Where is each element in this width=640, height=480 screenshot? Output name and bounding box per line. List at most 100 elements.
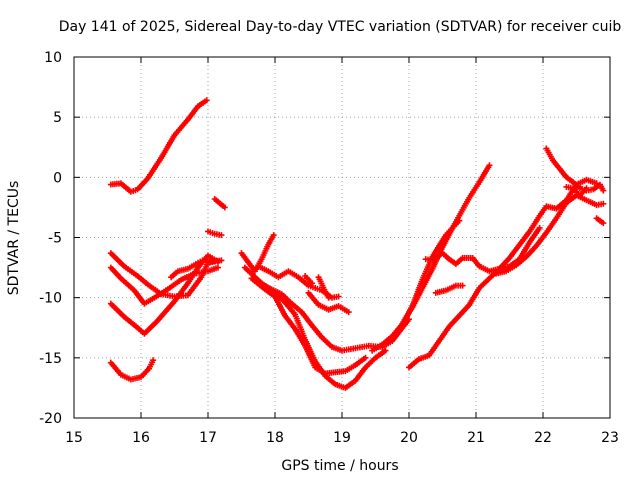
data-point xyxy=(437,339,441,343)
data-point xyxy=(180,278,183,281)
data-point xyxy=(367,344,370,347)
data-point xyxy=(324,290,327,293)
data-point xyxy=(454,284,458,287)
data-point xyxy=(200,276,203,279)
data-point xyxy=(123,265,126,268)
data-point xyxy=(300,310,303,314)
data-point xyxy=(592,188,595,191)
data-point xyxy=(139,375,143,379)
data-point xyxy=(327,296,330,299)
data-point xyxy=(220,233,223,237)
data-point xyxy=(494,272,498,275)
series-layer xyxy=(107,97,607,391)
data-point xyxy=(196,105,200,108)
data-point xyxy=(437,244,441,248)
data-point xyxy=(273,295,277,298)
data-point xyxy=(317,276,320,279)
data-point xyxy=(571,186,575,190)
data-point xyxy=(133,289,136,292)
data-point xyxy=(458,219,461,222)
data-point xyxy=(293,327,297,331)
data-point xyxy=(307,284,310,287)
data-point xyxy=(595,217,598,220)
data-point xyxy=(272,233,275,237)
x-axis-label: GPS time / hours xyxy=(281,458,398,474)
data-point xyxy=(109,183,113,186)
data-point xyxy=(283,314,287,317)
x-tick-label: 20 xyxy=(400,430,418,446)
data-point xyxy=(220,259,223,262)
data-point xyxy=(602,189,605,192)
series-track-i xyxy=(238,232,277,275)
x-tick-label: 17 xyxy=(199,430,217,446)
data-point xyxy=(337,295,340,298)
data-point xyxy=(471,256,474,260)
data-point xyxy=(384,349,387,352)
data-point xyxy=(250,277,253,280)
data-point xyxy=(421,278,424,281)
data-point xyxy=(458,314,461,317)
data-point xyxy=(545,147,548,150)
data-point xyxy=(303,344,307,347)
data-point xyxy=(461,284,464,287)
data-point xyxy=(257,280,260,284)
series-track-k xyxy=(248,275,369,377)
data-point xyxy=(243,266,247,269)
data-point xyxy=(444,233,448,237)
y-axis-label: SDTVAR / TECUs xyxy=(6,181,22,296)
data-point xyxy=(602,202,605,206)
data-point xyxy=(488,269,491,273)
data-point xyxy=(327,308,330,311)
data-point xyxy=(334,383,337,386)
data-point xyxy=(159,292,163,296)
data-point xyxy=(417,357,421,361)
data-point xyxy=(210,260,213,263)
data-point xyxy=(565,185,568,189)
data-point xyxy=(203,257,206,261)
data-point xyxy=(257,265,260,268)
data-point xyxy=(205,99,208,102)
data-point xyxy=(578,194,582,197)
data-point xyxy=(136,188,139,191)
data-point xyxy=(344,369,347,373)
data-point xyxy=(206,254,210,257)
data-point xyxy=(528,241,531,244)
data-point xyxy=(109,266,113,269)
data-point xyxy=(109,302,113,305)
series-track-n xyxy=(305,289,352,316)
data-point xyxy=(216,266,220,269)
data-point xyxy=(585,186,588,190)
series-track-g xyxy=(205,228,225,239)
data-point xyxy=(129,378,133,381)
data-point xyxy=(364,356,367,360)
data-point xyxy=(347,310,350,314)
data-point xyxy=(461,208,464,212)
data-point xyxy=(310,282,314,285)
data-point xyxy=(173,134,176,137)
x-tick-label: 22 xyxy=(534,430,552,446)
series-markers xyxy=(543,145,607,194)
data-point xyxy=(206,230,210,233)
data-point xyxy=(196,261,200,264)
data-point xyxy=(307,291,310,295)
data-point xyxy=(535,244,538,248)
data-point xyxy=(196,266,200,269)
data-point xyxy=(193,272,196,275)
x-tick-label: 15 xyxy=(65,430,83,446)
data-point xyxy=(324,372,327,375)
data-point xyxy=(173,300,176,303)
data-point xyxy=(143,302,146,305)
data-point xyxy=(119,373,123,376)
series-track-t xyxy=(406,176,600,371)
data-point xyxy=(444,289,448,292)
data-point xyxy=(545,231,548,234)
data-point xyxy=(119,277,123,280)
data-point xyxy=(317,303,320,307)
data-point xyxy=(364,366,367,369)
series-track-a xyxy=(107,97,210,195)
data-point xyxy=(434,291,437,295)
data-point xyxy=(147,367,151,370)
data-point xyxy=(585,178,588,181)
data-point xyxy=(551,159,555,162)
data-point xyxy=(287,269,290,273)
